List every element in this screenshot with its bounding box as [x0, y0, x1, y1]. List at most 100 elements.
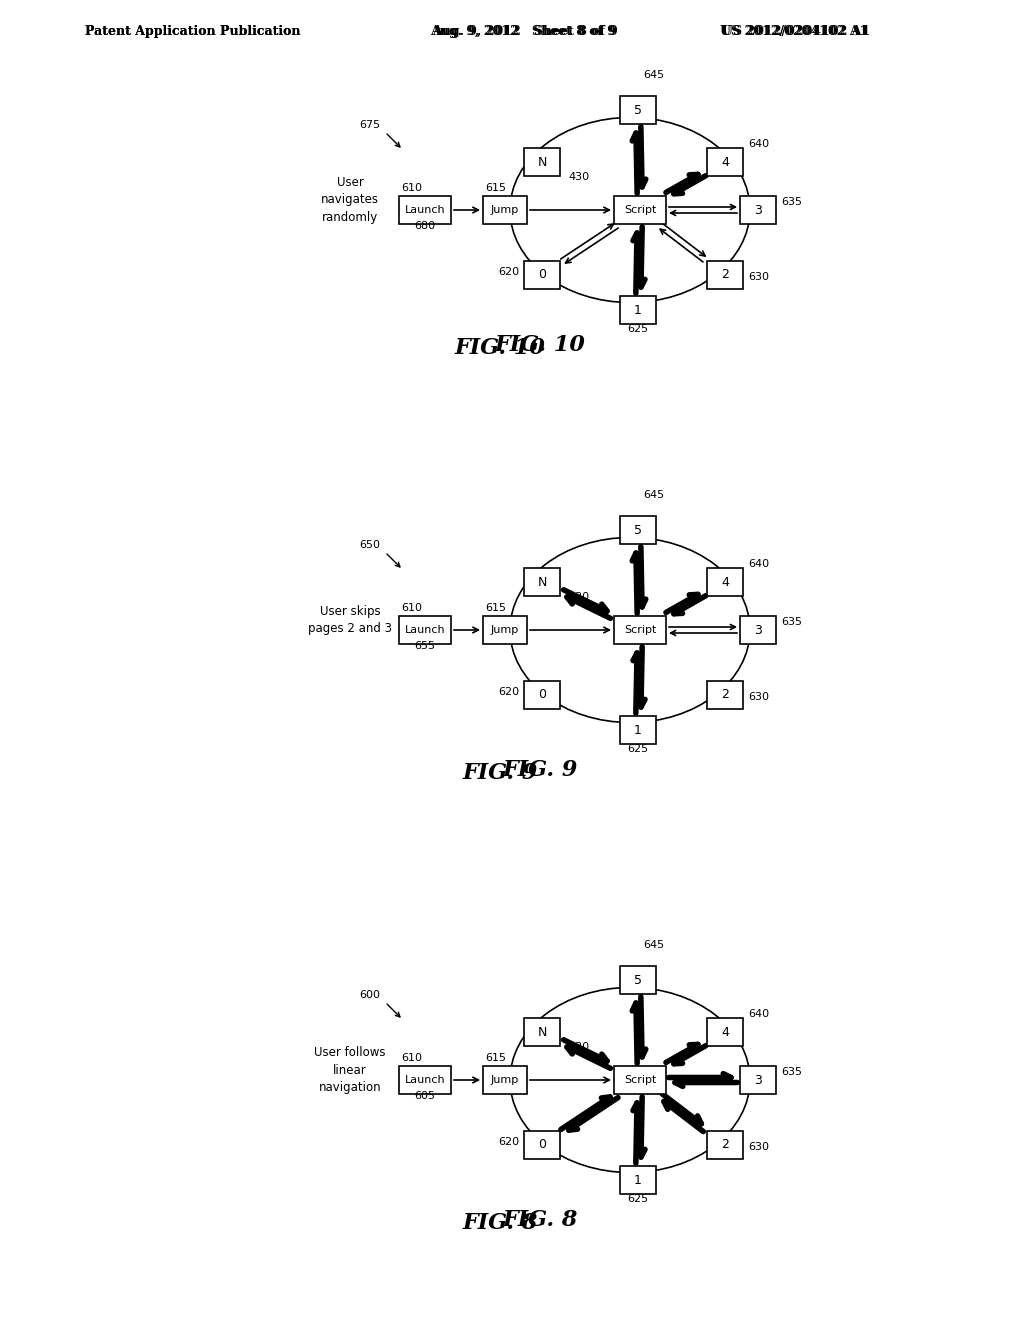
Text: 610: 610	[401, 1053, 422, 1063]
Text: 3: 3	[754, 203, 762, 216]
Text: Script: Script	[624, 1074, 656, 1085]
FancyBboxPatch shape	[524, 568, 560, 597]
Text: 625: 625	[628, 1195, 648, 1204]
Text: Patent Application Publication: Patent Application Publication	[85, 25, 300, 38]
Text: 675: 675	[358, 120, 380, 129]
Text: 655: 655	[415, 642, 435, 651]
FancyBboxPatch shape	[483, 195, 527, 224]
Text: 615: 615	[485, 1053, 506, 1063]
Text: 4: 4	[721, 1026, 729, 1039]
Text: FIG. 8: FIG. 8	[503, 1209, 578, 1232]
Text: FIG. 9: FIG. 9	[503, 759, 578, 781]
Text: 0: 0	[538, 689, 546, 701]
Text: 640: 640	[748, 1008, 769, 1019]
Text: N: N	[538, 156, 547, 169]
Text: User skips
pages 2 and 3: User skips pages 2 and 3	[308, 605, 392, 635]
Text: 1: 1	[634, 723, 642, 737]
Text: 645: 645	[643, 490, 665, 500]
Text: 625: 625	[628, 744, 648, 754]
Text: 620: 620	[498, 267, 519, 277]
Text: 3: 3	[754, 1073, 762, 1086]
FancyBboxPatch shape	[707, 148, 743, 176]
FancyBboxPatch shape	[399, 616, 451, 644]
Text: 430: 430	[568, 591, 589, 602]
FancyBboxPatch shape	[524, 1018, 560, 1045]
FancyBboxPatch shape	[707, 568, 743, 597]
Text: 4: 4	[721, 156, 729, 169]
FancyBboxPatch shape	[707, 681, 743, 709]
Text: 2: 2	[721, 268, 729, 281]
Text: Jump: Jump	[490, 205, 519, 215]
Text: Launch: Launch	[404, 624, 445, 635]
Text: 635: 635	[781, 197, 802, 207]
Text: 645: 645	[643, 70, 665, 81]
FancyBboxPatch shape	[483, 1067, 527, 1094]
Text: Script: Script	[624, 624, 656, 635]
FancyBboxPatch shape	[620, 296, 656, 323]
Text: 0: 0	[538, 268, 546, 281]
Text: 610: 610	[401, 603, 422, 612]
Text: 630: 630	[748, 272, 769, 282]
Text: 610: 610	[401, 183, 422, 193]
Text: Aug. 9, 2012   Sheet 8 of 9: Aug. 9, 2012 Sheet 8 of 9	[432, 25, 617, 38]
FancyBboxPatch shape	[620, 715, 656, 744]
Text: 600: 600	[359, 990, 380, 1001]
FancyBboxPatch shape	[707, 1018, 743, 1045]
FancyBboxPatch shape	[524, 1131, 560, 1159]
Text: Launch: Launch	[404, 1074, 445, 1085]
FancyBboxPatch shape	[740, 195, 776, 224]
Text: 1: 1	[634, 304, 642, 317]
Text: 615: 615	[485, 603, 506, 612]
Text: 3: 3	[754, 623, 762, 636]
Text: FIG. 9: FIG. 9	[462, 762, 538, 784]
Text: FIG. 10: FIG. 10	[455, 337, 546, 359]
FancyBboxPatch shape	[740, 616, 776, 644]
Text: 640: 640	[748, 558, 769, 569]
Text: 2: 2	[721, 1138, 729, 1151]
Text: Jump: Jump	[490, 624, 519, 635]
FancyBboxPatch shape	[620, 1166, 656, 1195]
Text: 605: 605	[415, 1092, 435, 1101]
Text: US 2012/0204102 A1: US 2012/0204102 A1	[720, 25, 868, 38]
Text: 625: 625	[628, 323, 648, 334]
Text: N: N	[538, 576, 547, 589]
Text: 630: 630	[748, 692, 769, 702]
Text: User
navigates
randomly: User navigates randomly	[321, 177, 379, 223]
Text: 650: 650	[359, 540, 380, 550]
Text: Patent Application Publication: Patent Application Publication	[85, 25, 300, 38]
FancyBboxPatch shape	[524, 261, 560, 289]
Text: User follows
linear
navigation: User follows linear navigation	[314, 1047, 386, 1093]
Text: FIG. 8: FIG. 8	[462, 1212, 538, 1234]
Text: 5: 5	[634, 103, 642, 116]
FancyBboxPatch shape	[620, 966, 656, 994]
Text: Launch: Launch	[404, 205, 445, 215]
FancyBboxPatch shape	[740, 1067, 776, 1094]
FancyBboxPatch shape	[614, 1067, 666, 1094]
Text: 680: 680	[415, 220, 435, 231]
Text: 630: 630	[748, 1142, 769, 1152]
FancyBboxPatch shape	[707, 1131, 743, 1159]
FancyBboxPatch shape	[614, 195, 666, 224]
Text: Script: Script	[624, 205, 656, 215]
FancyBboxPatch shape	[620, 96, 656, 124]
Text: 635: 635	[781, 616, 802, 627]
Text: 640: 640	[748, 139, 769, 149]
FancyBboxPatch shape	[620, 516, 656, 544]
Text: 4: 4	[721, 576, 729, 589]
Text: 615: 615	[485, 183, 506, 193]
Text: 5: 5	[634, 974, 642, 986]
Text: 645: 645	[643, 940, 665, 950]
FancyBboxPatch shape	[707, 261, 743, 289]
Text: 620: 620	[498, 1137, 519, 1147]
Text: 1: 1	[634, 1173, 642, 1187]
Text: N: N	[538, 1026, 547, 1039]
Text: Jump: Jump	[490, 1074, 519, 1085]
Text: FIG. 10: FIG. 10	[495, 334, 586, 356]
Text: 2: 2	[721, 689, 729, 701]
FancyBboxPatch shape	[524, 681, 560, 709]
Text: 0: 0	[538, 1138, 546, 1151]
FancyBboxPatch shape	[399, 1067, 451, 1094]
Text: 620: 620	[498, 686, 519, 697]
FancyBboxPatch shape	[524, 148, 560, 176]
FancyBboxPatch shape	[399, 195, 451, 224]
